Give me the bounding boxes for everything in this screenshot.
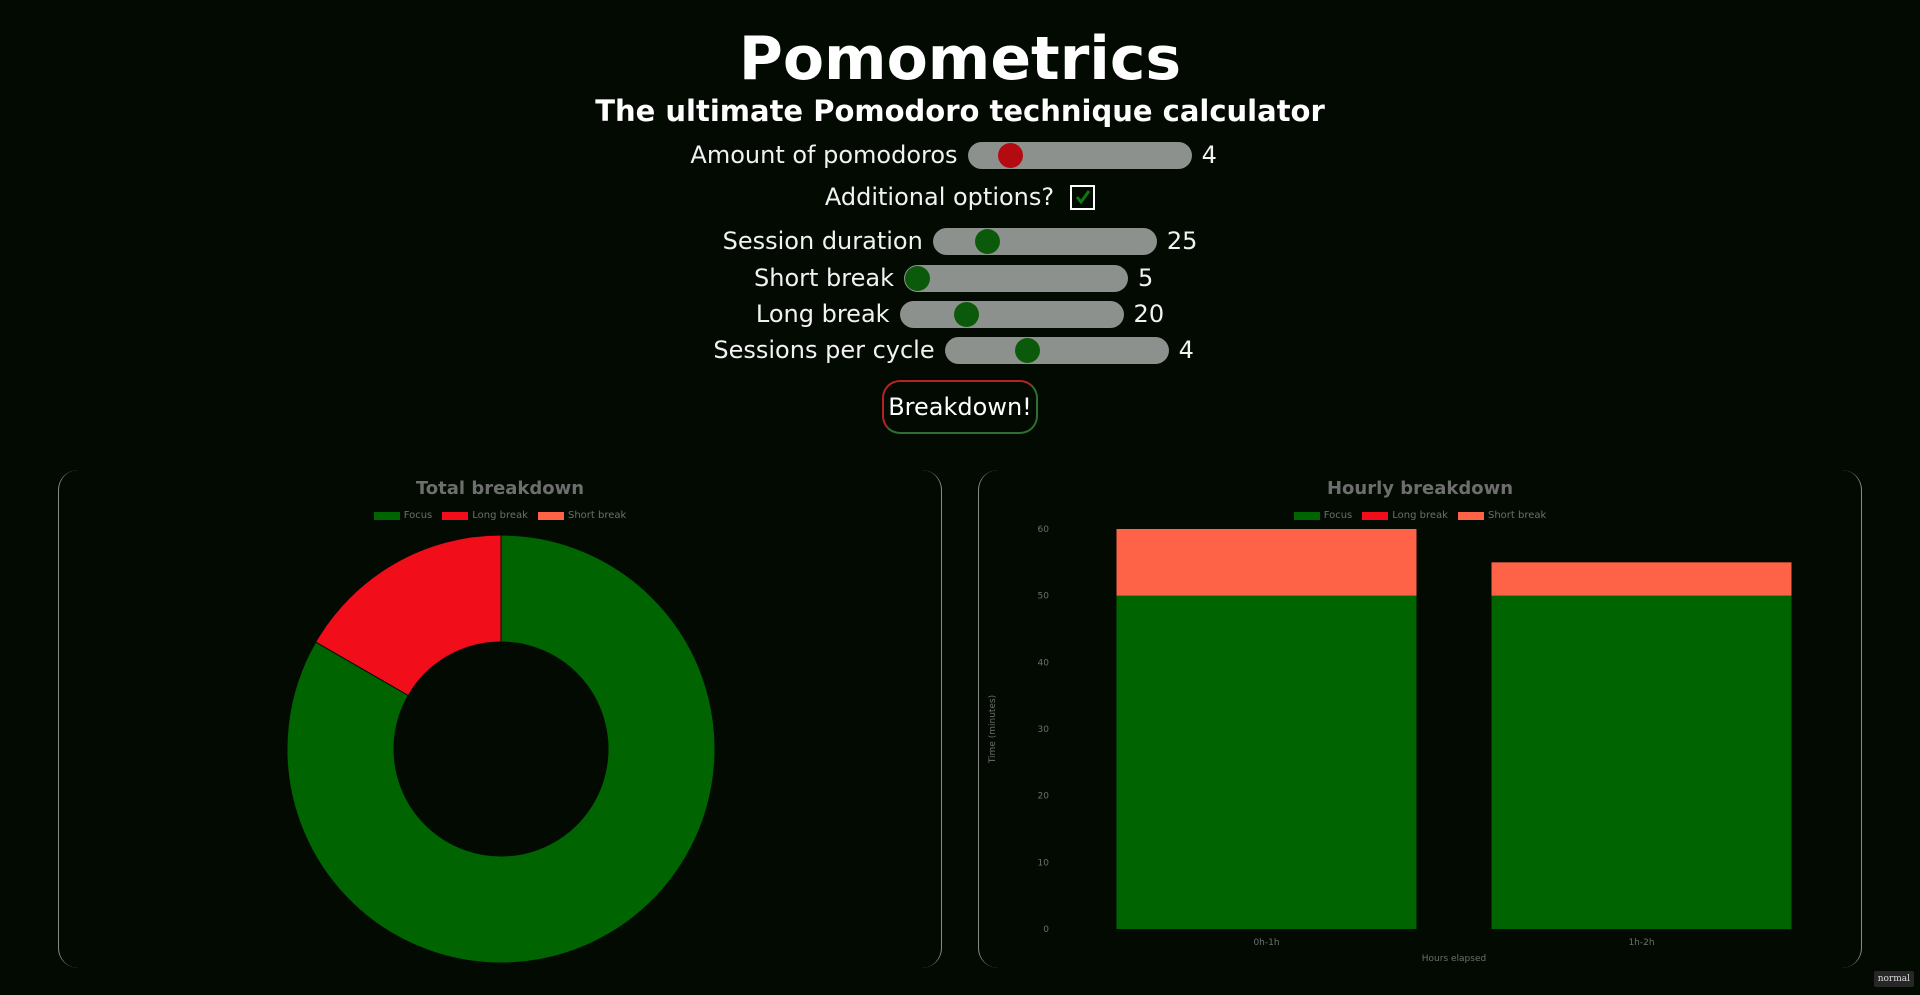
additional-options-label: Additional options? xyxy=(824,183,1055,211)
legend-item-short-break[interactable]: Short break xyxy=(1457,510,1547,521)
legend-item-long-break[interactable]: Long break xyxy=(1362,510,1448,521)
sessions-per-cycle-label: Sessions per cycle xyxy=(713,336,935,364)
x-tick-label: 0h-1h xyxy=(1253,938,1279,948)
y-tick-label: 0 xyxy=(1043,925,1049,935)
y-tick-label: 20 xyxy=(1038,792,1050,802)
hourly-breakdown-bar-chart: 0 10 20 30 40 50 60 0h-1h 1h-2h Hours elapsed Time… xyxy=(988,525,1792,964)
bar-short-break[interactable] xyxy=(1116,529,1417,596)
y-tick-label: 10 xyxy=(1038,858,1050,868)
legend-swatch-short-break xyxy=(1457,511,1484,520)
total-breakdown-legend: Focus Long break Short break xyxy=(59,510,941,521)
legend-swatch-focus xyxy=(1293,511,1320,520)
long-break-row: Long break 20 xyxy=(0,300,1920,328)
total-breakdown-panel: Total breakdown Focus Long break Short b… xyxy=(58,470,942,968)
additional-options-checkbox[interactable] xyxy=(1070,184,1096,210)
legend-label-long-break: Long break xyxy=(1392,510,1448,521)
legend-label-long-break: Long break xyxy=(472,510,528,521)
long-break-label: Long break xyxy=(755,300,890,328)
pomodoros-slider[interactable] xyxy=(967,141,1192,169)
y-tick-label: 50 xyxy=(1038,592,1050,602)
pomodoros-slider-knob[interactable] xyxy=(998,142,1024,168)
session-duration-label: Session duration xyxy=(722,227,923,255)
legend-label-short-break: Short break xyxy=(1487,510,1547,521)
long-break-slider-knob[interactable] xyxy=(953,301,979,327)
legend-item-long-break[interactable]: Long break xyxy=(442,510,528,521)
bar-short-break[interactable] xyxy=(1491,562,1792,596)
mode-badge: normal xyxy=(1873,971,1914,987)
sessions-per-cycle-row: Sessions per cycle 4 xyxy=(0,336,1920,364)
hourly-breakdown-panel: Hourly breakdown Focus Long break Short … xyxy=(978,470,1862,968)
page-title: Pomometrics xyxy=(738,24,1182,94)
sessions-per-cycle-value: 4 xyxy=(1178,336,1194,364)
pomodoros-label: Amount of pomodoros xyxy=(690,141,958,169)
bar-focus[interactable] xyxy=(1116,595,1417,929)
legend-swatch-focus xyxy=(373,511,400,520)
short-break-label: Short break xyxy=(754,264,894,292)
bar-focus[interactable] xyxy=(1491,595,1792,929)
y-tick-label: 40 xyxy=(1038,658,1050,668)
short-break-row: Short break 5 xyxy=(0,264,1920,292)
legend-label-focus: Focus xyxy=(1323,510,1353,521)
legend-item-focus[interactable]: Focus xyxy=(1293,510,1353,521)
total-breakdown-title: Total breakdown xyxy=(415,478,585,499)
pomodoros-value: 4 xyxy=(1201,141,1217,169)
sessions-per-cycle-slider[interactable] xyxy=(944,336,1169,364)
y-tick-label: 60 xyxy=(1038,525,1050,535)
total-breakdown-donut-chart xyxy=(286,534,716,964)
breakdown-button[interactable]: Breakdown! xyxy=(882,380,1038,434)
x-tick-label: 1h-2h xyxy=(1628,938,1654,948)
donut-slice-focus[interactable] xyxy=(286,534,716,964)
x-axis-label: Hours elapsed xyxy=(1422,954,1486,964)
y-axis-label: Time (minutes) xyxy=(988,695,998,764)
long-break-slider[interactable] xyxy=(899,300,1124,328)
short-break-slider-knob[interactable] xyxy=(904,265,930,291)
hourly-breakdown-title: Hourly breakdown xyxy=(1326,478,1514,499)
legend-label-short-break: Short break xyxy=(567,510,627,521)
donut-slice-long-break[interactable] xyxy=(314,534,502,697)
session-duration-row: Session duration 25 xyxy=(0,227,1920,255)
page-subtitle: The ultimate Pomodoro technique calculat… xyxy=(595,94,1325,128)
long-break-value: 20 xyxy=(1133,300,1165,328)
legend-swatch-short-break xyxy=(537,511,564,520)
legend-item-short-break[interactable]: Short break xyxy=(537,510,627,521)
short-break-slider[interactable] xyxy=(903,264,1128,292)
sessions-per-cycle-slider-knob[interactable] xyxy=(1014,337,1040,363)
session-duration-value: 25 xyxy=(1166,227,1198,255)
pomodoros-row: Amount of pomodoros 4 xyxy=(0,141,1920,169)
additional-options-row: Additional options? xyxy=(0,183,1920,211)
session-duration-slider[interactable] xyxy=(932,227,1157,255)
short-break-value: 5 xyxy=(1137,264,1154,292)
hourly-breakdown-legend: Focus Long break Short break xyxy=(979,510,1861,521)
y-tick-label: 30 xyxy=(1038,725,1050,735)
legend-swatch-long-break xyxy=(1362,511,1389,520)
legend-item-focus[interactable]: Focus xyxy=(373,510,433,521)
legend-label-focus: Focus xyxy=(403,510,433,521)
session-duration-slider-knob[interactable] xyxy=(975,228,1001,254)
legend-swatch-long-break xyxy=(442,511,469,520)
checkmark-icon xyxy=(1075,190,1090,205)
